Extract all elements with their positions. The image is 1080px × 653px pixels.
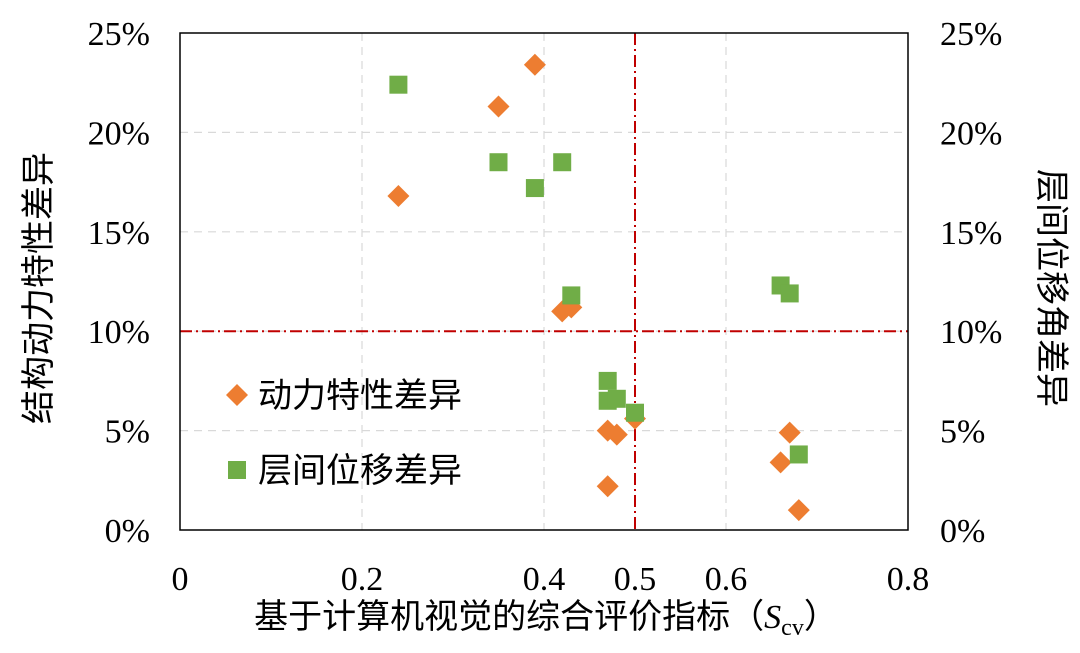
- data-point-square: [626, 403, 644, 422]
- x-axis-title-symbol: S: [764, 599, 781, 636]
- y-axis-left-ticks: 0% 5% 10% 15% 20% 25%: [88, 16, 150, 550]
- x-axis-title-main: 基于计算机视觉的综合评价指标（: [254, 597, 764, 637]
- legend-label: 动力特性差异: [258, 376, 462, 416]
- legend-marker-diamond: [226, 384, 248, 406]
- x-tick-label: 0.4: [523, 561, 566, 598]
- y-right-tick-label: 20%: [940, 115, 1002, 152]
- legend-marker-square: [228, 461, 246, 479]
- x-tick-label: 0.8: [887, 561, 930, 598]
- data-point-square: [389, 75, 408, 94]
- y-right-tick-label: 5%: [940, 414, 985, 451]
- data-point-square: [607, 389, 626, 408]
- legend-label: 层间位移差异: [258, 451, 462, 491]
- x-tick-label: 0: [172, 561, 189, 598]
- data-point-diamond: [487, 95, 510, 118]
- x-axis-ticks: 0 0.2 0.4 0.5 0.6 0.8: [172, 561, 930, 598]
- x-tick-label: 0.5: [614, 561, 657, 598]
- y-right-tick-label: 0%: [940, 513, 985, 550]
- data-point-diamond: [596, 475, 619, 498]
- data-point-diamond: [778, 421, 801, 444]
- y-left-tick-label: 5%: [105, 414, 150, 451]
- data-point-square: [789, 445, 808, 464]
- x-tick-label: 0.6: [705, 561, 748, 598]
- legend-item: 层间位移差异: [228, 451, 462, 491]
- data-point-diamond: [605, 423, 628, 446]
- data-point-diamond: [769, 451, 792, 474]
- y-axis-right-ticks: 0% 5% 10% 15% 20% 25%: [940, 16, 1002, 550]
- y-left-tick-label: 10%: [88, 314, 150, 351]
- y-left-tick-label: 25%: [88, 16, 150, 53]
- y-axis-right-title: 层间位移角差异: [1031, 169, 1071, 407]
- y-left-tick-label: 20%: [88, 115, 150, 152]
- series-2: [389, 75, 808, 464]
- data-point-diamond: [523, 53, 546, 76]
- y-left-tick-label: 15%: [88, 215, 150, 252]
- data-point-square: [525, 179, 544, 198]
- plot-area-frame: [179, 32, 909, 531]
- data-point-diamond: [787, 499, 810, 522]
- x-axis-title: 基于计算机视觉的综合评价指标（Scv）: [254, 597, 838, 641]
- reference-lines: [180, 33, 908, 530]
- data-point-square: [780, 284, 799, 303]
- y-right-tick-label: 25%: [940, 16, 1002, 53]
- data-point-square: [489, 153, 508, 172]
- data-point-diamond: [387, 185, 410, 208]
- data-point-square: [562, 286, 581, 305]
- x-axis-title-close: ）: [804, 597, 838, 637]
- legend-item: 动力特性差异: [226, 376, 462, 416]
- y-left-tick-label: 0%: [105, 513, 150, 550]
- x-tick-label: 0.2: [341, 561, 384, 598]
- data-point-square: [553, 153, 572, 172]
- x-axis-title-subscript: cv: [781, 615, 804, 641]
- y-right-tick-label: 10%: [940, 314, 1002, 351]
- data-points: [387, 53, 810, 522]
- data-point-square: [598, 371, 617, 390]
- y-axis-left-title: 结构动力特性差异: [19, 152, 59, 424]
- y-right-tick-label: 15%: [940, 215, 1002, 252]
